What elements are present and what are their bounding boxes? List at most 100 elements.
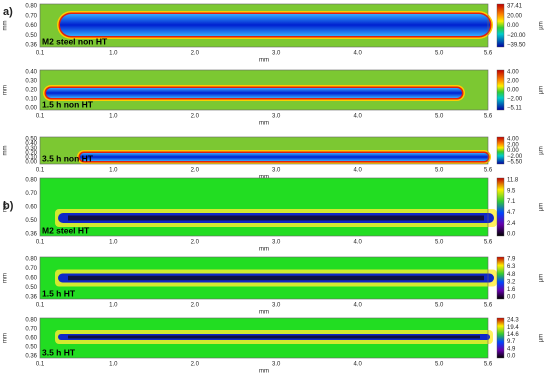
colorbar-tick-label: 3.2	[507, 279, 516, 285]
colorbar-tick-label: 19.4	[507, 325, 519, 331]
colorbar	[496, 69, 505, 111]
colorbar-tick-label: 0.0	[507, 232, 516, 238]
colorbar-tick-label: −2.00	[507, 97, 523, 103]
x-tick-label: 0.1	[36, 168, 45, 174]
y-axis-label: mm	[3, 333, 9, 343]
colorbar-tick-label: 20.00	[507, 13, 523, 19]
x-tick-label: 4.0	[354, 362, 363, 368]
colorbar-tick-label: 9.5	[507, 188, 516, 194]
panel-title: M2 steel HT	[42, 225, 90, 235]
plot-frame	[39, 177, 489, 237]
y-tick-label: 0.50	[25, 345, 37, 351]
colorbar-tick-label: 6.3	[507, 264, 516, 270]
y-tick-label: 0.36	[25, 43, 37, 49]
colorbar-unit: µm	[539, 274, 545, 282]
groove-core	[68, 335, 480, 339]
y-axis-label: mm	[3, 146, 9, 156]
y-tick-label: 0.10	[25, 155, 37, 161]
x-tick-label: 3.0	[272, 362, 281, 368]
x-tick-label: 5.0	[435, 114, 444, 120]
colorbar-tick-label: 0.00	[507, 88, 519, 94]
x-tick-label: 5.6	[484, 168, 493, 174]
x-tick-label: 2.0	[191, 240, 200, 246]
x-tick-label: 2.0	[191, 168, 200, 174]
colorbar-tick-label: −5.50	[507, 160, 523, 166]
colorbar-tick-label: 9.7	[507, 339, 516, 345]
colorbar-tick-label: 7.9	[507, 257, 516, 263]
y-tick-label: 0.80	[25, 4, 37, 10]
x-tick-label: 2.0	[191, 114, 200, 120]
y-tick-label: 0.80	[25, 318, 37, 324]
colorbar-tick-label: 11.8	[507, 178, 519, 184]
x-tick-label: 1.0	[109, 114, 118, 120]
x-tick-label: 1.0	[109, 51, 118, 57]
x-tick-label: 5.0	[435, 303, 444, 309]
groove-core	[68, 215, 484, 221]
y-tick-label: 0.50	[25, 33, 37, 39]
colorbar-tick-label: 2.00	[507, 79, 519, 85]
plot-frame	[39, 3, 489, 48]
colorbar-tick-label: 14.6	[507, 332, 519, 338]
x-tick-label: 1.0	[109, 240, 118, 246]
colorbar-unit: µm	[539, 334, 545, 342]
y-tick-label: 0.60	[25, 23, 37, 29]
colorbar-unit: µm	[539, 21, 545, 29]
colorbar-tick-label: −20.00	[507, 33, 526, 39]
colorbar-tick-label: 0.00	[507, 148, 519, 154]
colorbar-tick-label: 0.00	[507, 23, 519, 29]
y-tick-label: 0.30	[25, 146, 37, 152]
x-tick-label: 2.0	[191, 51, 200, 57]
x-tick-label: 4.0	[354, 168, 363, 174]
x-tick-label: 2.0	[191, 362, 200, 368]
colorbar	[496, 256, 505, 300]
x-tick-label: 0.1	[36, 240, 45, 246]
x-tick-label: 5.6	[484, 114, 493, 120]
x-tick-label: 5.6	[484, 240, 493, 246]
x-tick-label: 1.0	[109, 168, 118, 174]
plot-frame	[39, 136, 489, 165]
x-tick-label: 0.1	[36, 303, 45, 309]
heatmap	[40, 178, 488, 236]
y-tick-label: 0.70	[25, 13, 37, 19]
x-tick-label: 5.6	[484, 362, 493, 368]
y-tick-label: 0.70	[25, 191, 37, 197]
y-tick-label: 0.60	[25, 205, 37, 211]
x-axis-label: mm	[259, 58, 269, 64]
colorbar-tick-label: 4.8	[507, 272, 516, 278]
colorbar-tick-label: 37.41	[507, 4, 523, 10]
y-tick-label: 0.36	[25, 354, 37, 360]
plot-frame	[39, 256, 489, 300]
colorbar-tick-label: 4.7	[507, 210, 516, 216]
x-tick-label: 0.1	[36, 362, 45, 368]
colorbar-unit: µm	[539, 146, 545, 154]
y-tick-label: 0.36	[25, 232, 37, 238]
x-tick-label: 4.0	[354, 114, 363, 120]
colorbar-unit: µm	[539, 86, 545, 94]
y-tick-label: 0.50	[25, 218, 37, 224]
x-tick-label: 5.6	[484, 51, 493, 57]
x-tick-label: 4.0	[354, 51, 363, 57]
y-tick-label: 0.40	[25, 70, 37, 76]
colorbar-tick-label: 4.00	[507, 70, 519, 76]
colorbar	[496, 177, 505, 237]
colorbar-tick-label: −2.00	[507, 154, 523, 160]
x-axis-label: mm	[259, 121, 269, 127]
plot-frame	[39, 317, 489, 359]
y-tick-label: 0.70	[25, 266, 37, 272]
x-axis-label: mm	[259, 175, 269, 181]
x-tick-label: 3.0	[272, 51, 281, 57]
x-tick-label: 5.0	[435, 362, 444, 368]
colorbar-tick-label: 4.9	[507, 346, 516, 352]
x-tick-label: 3.0	[272, 168, 281, 174]
colorbar-tick-label: 2.4	[507, 221, 516, 227]
y-tick-label: 0.00	[25, 160, 37, 166]
groove	[60, 14, 490, 36]
colorbar-tick-label: 24.3	[507, 318, 519, 324]
x-tick-label: 3.0	[272, 240, 281, 246]
groove-core	[68, 275, 484, 281]
y-tick-label: 0.60	[25, 336, 37, 342]
colorbar-tick-label: 1.6	[507, 287, 516, 293]
colorbar-tick-label: −39.50	[507, 43, 526, 49]
x-tick-label: 2.0	[191, 303, 200, 309]
y-tick-label: 0.80	[25, 257, 37, 263]
